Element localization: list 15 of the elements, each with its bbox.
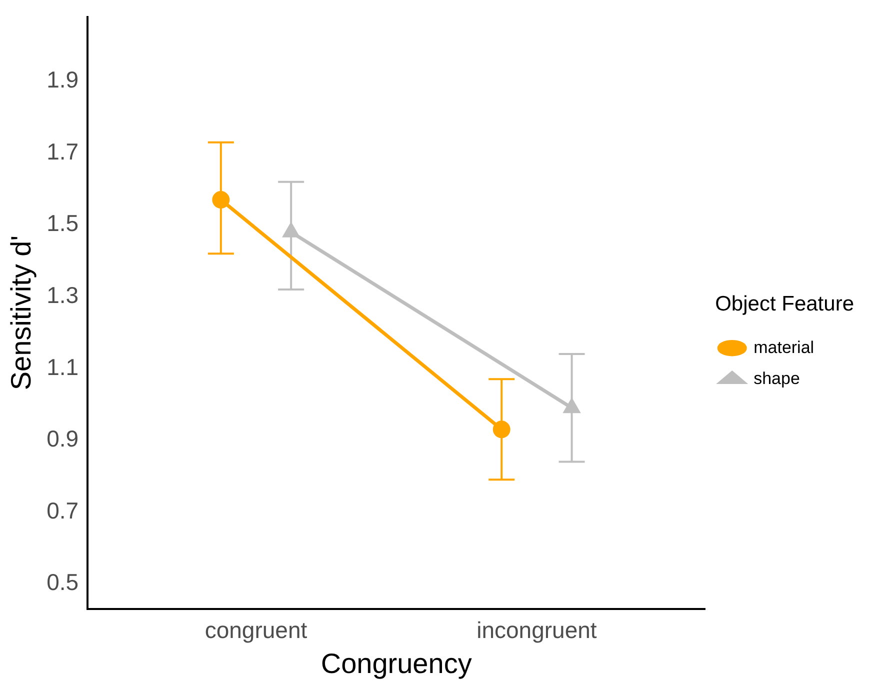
y-tick-label: 1.3 — [46, 282, 79, 308]
y-tick-label: 0.7 — [46, 497, 79, 524]
y-tick-label: 1.9 — [46, 66, 79, 93]
legend-label: shape — [754, 368, 800, 388]
y-tick-label: 0.5 — [46, 569, 79, 596]
x-tick-label: congruent — [204, 616, 308, 643]
y-axis-title: Sensitivity d' — [6, 235, 37, 390]
legend-title: Object Feature — [715, 292, 854, 316]
x-axis-title: Congruency — [320, 648, 472, 679]
x-tick-label: incongruent — [476, 616, 598, 643]
legend-label: material — [754, 338, 814, 357]
y-tick-label: 1.5 — [46, 210, 79, 236]
y-tick-label: 1.7 — [46, 138, 79, 164]
y-tick-label: 0.9 — [46, 426, 79, 452]
y-tick-label: 1.1 — [46, 354, 79, 380]
